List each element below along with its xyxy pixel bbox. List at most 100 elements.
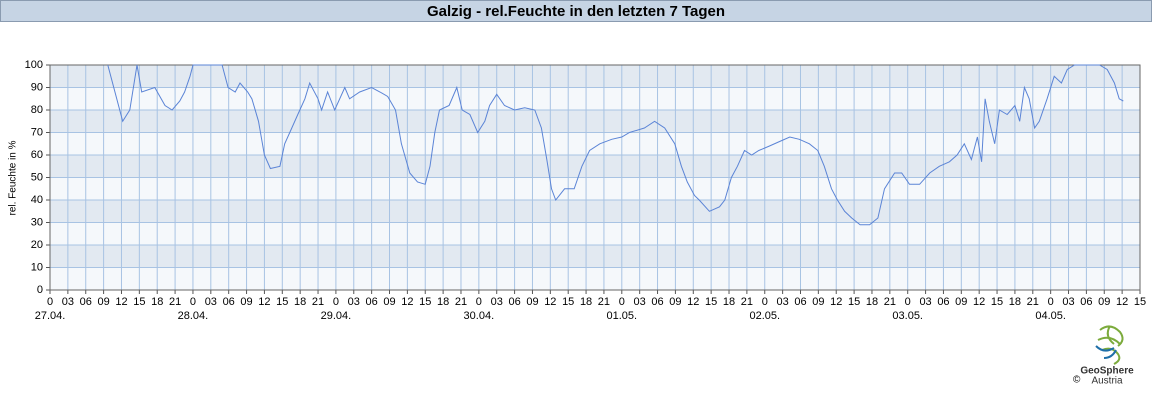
y-tick-label: 10 [31, 261, 43, 273]
x-tick-label: 09 [526, 296, 538, 308]
logo-sub: Austria [1091, 376, 1123, 387]
x-tick-label: 09 [812, 296, 824, 308]
x-tick-label: 12 [258, 296, 270, 308]
x-tick-label: 15 [133, 296, 145, 308]
x-tick-label: 06 [651, 296, 663, 308]
x-tick-label: 15 [1134, 296, 1146, 308]
x-tick-label: 18 [151, 296, 163, 308]
grid-band [50, 132, 1140, 155]
y-tick-label: 40 [31, 194, 43, 206]
x-tick-label: 21 [598, 296, 610, 308]
date-label: 04.05. [1035, 310, 1066, 322]
x-tick-label: 15 [705, 296, 717, 308]
x-tick-label: 21 [169, 296, 181, 308]
x-tick-label: 18 [580, 296, 592, 308]
grid-band [50, 222, 1140, 245]
x-tick-label: 03 [1062, 296, 1074, 308]
y-tick-label: 30 [31, 216, 43, 228]
x-tick-label: 09 [240, 296, 252, 308]
x-tick-label: 15 [848, 296, 860, 308]
x-tick-label: 15 [991, 296, 1003, 308]
logo-mark [1097, 325, 1124, 365]
x-tick-label: 12 [1116, 296, 1128, 308]
x-tick-label: 09 [669, 296, 681, 308]
x-tick-label: 15 [562, 296, 574, 308]
data-line [107, 64, 1124, 226]
grid-band [50, 177, 1140, 200]
logo-name: GeoSphere [1080, 366, 1134, 377]
x-tick-label: 03 [62, 296, 74, 308]
x-tick-label: 12 [401, 296, 413, 308]
x-tick-label: 06 [366, 296, 378, 308]
grid-band [50, 110, 1140, 133]
x-tick-label: 12 [115, 296, 127, 308]
x-tick-label: 0 [1048, 296, 1054, 308]
x-tick-label: 12 [687, 296, 699, 308]
x-tick-label: 0 [476, 296, 482, 308]
date-label: 01.05. [607, 310, 638, 322]
grid-band [50, 245, 1140, 268]
x-tick-label: 03 [776, 296, 788, 308]
date-label: 28.04. [178, 310, 209, 322]
x-tick-label: 21 [312, 296, 324, 308]
x-tick-label: 03 [348, 296, 360, 308]
y-tick-label: 80 [31, 104, 43, 116]
logo-mark [1095, 345, 1117, 359]
y-tick-label: 50 [31, 171, 43, 183]
x-tick-label: 21 [455, 296, 467, 308]
x-tick-label: 09 [97, 296, 109, 308]
x-tick-label: 21 [1027, 296, 1039, 308]
x-tick-label: 21 [741, 296, 753, 308]
x-tick-label: 18 [437, 296, 449, 308]
x-tick-label: 0 [333, 296, 339, 308]
logo: GeoSphere © Austria [1073, 325, 1134, 387]
x-tick-label: 03 [205, 296, 217, 308]
chart-title: Galzig - rel.Feuchte in den letzten 7 Ta… [427, 3, 725, 20]
x-tick-label: 0 [47, 296, 53, 308]
x-tick-label: 06 [508, 296, 520, 308]
date-label: 29.04. [321, 310, 352, 322]
grid-band [50, 267, 1140, 290]
x-tick-label: 06 [937, 296, 949, 308]
y-tick-label: 60 [31, 149, 43, 161]
x-tick-label: 0 [190, 296, 196, 308]
grid-band [50, 65, 1140, 88]
x-tick-label: 12 [973, 296, 985, 308]
x-tick-label: 18 [1009, 296, 1021, 308]
x-tick-label: 12 [830, 296, 842, 308]
x-tick-label: 21 [884, 296, 896, 308]
date-label: 03.05. [892, 310, 923, 322]
date-label: 30.04. [464, 310, 495, 322]
x-tick-label: 03 [919, 296, 931, 308]
x-tick-label: 18 [723, 296, 735, 308]
x-tick-label: 12 [544, 296, 556, 308]
date-label: 27.04. [35, 310, 66, 322]
plot-border [49, 64, 1141, 291]
grid-band [50, 155, 1140, 178]
x-tick-label: 06 [80, 296, 92, 308]
x-tick-label: 06 [1080, 296, 1092, 308]
x-tick-label: 09 [383, 296, 395, 308]
copyright: © [1073, 375, 1081, 386]
y-tick-label: 70 [31, 126, 43, 138]
y-tick-label: 20 [31, 239, 43, 251]
x-tick-label: 09 [955, 296, 967, 308]
y-tick-label: 100 [25, 59, 43, 71]
x-tick-label: 0 [905, 296, 911, 308]
x-tick-label: 18 [294, 296, 306, 308]
x-tick-label: 18 [866, 296, 878, 308]
x-tick-label: 06 [223, 296, 235, 308]
x-tick-label: 03 [634, 296, 646, 308]
grid-band [50, 87, 1140, 110]
x-tick-label: 06 [794, 296, 806, 308]
y-tick-label: 0 [37, 284, 43, 296]
x-tick-label: 15 [419, 296, 431, 308]
x-tick-label: 15 [276, 296, 288, 308]
grid-band [50, 200, 1140, 223]
x-tick-label: 0 [619, 296, 625, 308]
x-tick-label: 0 [762, 296, 768, 308]
x-tick-label: 03 [491, 296, 503, 308]
y-tick-label: 90 [31, 81, 43, 93]
